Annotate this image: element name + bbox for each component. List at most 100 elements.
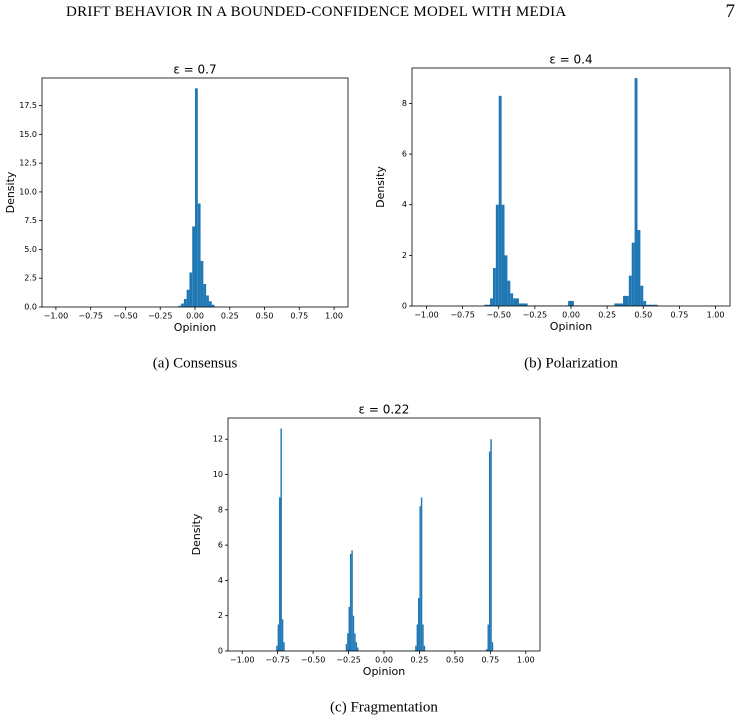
y-tick-label: 17.5 [19, 101, 37, 110]
histogram-bar [513, 298, 519, 306]
histogram-bar [203, 283, 207, 307]
y-tick-label: 10 [213, 470, 223, 479]
histogram-bar [423, 645, 426, 651]
histogram-bar [490, 298, 493, 306]
histogram-bar [186, 289, 190, 307]
histogram-bar [415, 645, 417, 651]
x-tick-label: 0.00 [375, 656, 393, 665]
histogram-bar [422, 624, 424, 651]
histogram-bar [279, 497, 281, 651]
x-axis-label: Opinion [363, 665, 405, 678]
y-axis-label: Density [190, 513, 203, 555]
histogram-bar [491, 642, 494, 651]
y-tick-label: 5.0 [24, 245, 37, 254]
histogram-bar [492, 268, 496, 306]
y-tick-label: 2 [218, 611, 223, 620]
y-tick-label: 15.0 [19, 130, 37, 139]
x-tick-label: 1.00 [707, 311, 725, 320]
histogram-bar [484, 304, 491, 306]
histogram-bar [348, 606, 350, 651]
x-tick-label: −0.50 [113, 312, 138, 321]
x-tick-label: −0.25 [336, 656, 361, 665]
histogram-bar [206, 295, 209, 307]
histogram-bar [634, 78, 638, 307]
histogram-bar [628, 275, 632, 306]
histogram-bar [280, 428, 282, 651]
histogram-bar [354, 633, 356, 651]
histogram-bar [568, 300, 574, 306]
chart-title: ε = 0.7 [173, 63, 216, 77]
x-tick-label: −0.50 [301, 656, 326, 665]
histogram-bar [487, 624, 489, 651]
y-tick-label: 7.5 [24, 216, 37, 225]
y-tick-label: 0.0 [24, 303, 37, 312]
plot-frame [411, 67, 731, 307]
histogram-bar [486, 649, 488, 651]
histogram-bar [357, 647, 359, 651]
histogram-bar [498, 95, 502, 306]
x-tick-label: 0.75 [290, 312, 308, 321]
x-tick-label: −1.00 [414, 311, 439, 320]
caption: (a) Consensus [153, 355, 238, 371]
histogram-bar [178, 305, 182, 307]
histogram-bar [192, 226, 195, 307]
x-tick-label: −0.75 [265, 656, 290, 665]
histogram-bar [501, 204, 505, 306]
x-tick-label: 1.00 [325, 312, 343, 321]
histogram-bar [200, 260, 204, 307]
plot-frame [227, 417, 541, 652]
x-tick-label: 0.75 [671, 311, 689, 320]
histogram-bar [640, 285, 644, 306]
x-tick-label: 0.75 [481, 656, 499, 665]
x-tick-label: 0.25 [411, 656, 429, 665]
histogram-bar [416, 624, 419, 651]
x-tick-label: 0.50 [256, 312, 274, 321]
y-tick-label: 12 [213, 435, 223, 444]
histogram-bar [518, 303, 528, 306]
x-tick-label: −0.50 [486, 311, 511, 320]
y-tick-label: 6 [402, 150, 407, 159]
x-tick-label: 0.50 [634, 311, 652, 320]
y-tick-label: 10.0 [19, 187, 37, 196]
x-axis-label: Opinion [174, 321, 216, 334]
chart-title: ε = 0.4 [549, 53, 592, 67]
histogram-bar [281, 619, 284, 651]
histogram-bar [345, 643, 348, 651]
histogram-bar [418, 598, 420, 651]
y-tick-label: 2 [402, 251, 407, 260]
histogram-bar [623, 295, 629, 306]
chart-title: ε = 0.22 [359, 403, 410, 417]
caption: (c) Fragmentation [330, 699, 438, 715]
histogram-bar [631, 242, 635, 306]
histogram-bar [349, 553, 352, 651]
histogram-bar [351, 550, 353, 651]
x-tick-label: 0.00 [186, 312, 204, 321]
page-number: 7 [725, 1, 736, 22]
histogram-bar [183, 298, 187, 307]
y-tick-label: 6 [218, 541, 223, 550]
histogram-bar [507, 280, 511, 306]
histogram-bar [614, 303, 624, 306]
x-tick-label: 1.00 [517, 656, 535, 665]
histogram-bar [646, 304, 658, 306]
y-axis-label: Density [4, 171, 17, 213]
histogram-bar [211, 304, 215, 307]
histogram-bar [208, 301, 212, 307]
histogram-bar [276, 645, 278, 651]
x-tick-label: 0.25 [221, 312, 239, 321]
histogram-bar [197, 203, 201, 307]
histogram-bar [510, 293, 514, 306]
x-tick-label: −0.25 [148, 312, 173, 321]
x-tick-label: −1.00 [230, 656, 255, 665]
y-tick-label: 2.5 [24, 274, 37, 283]
caption: (b) Polarization [524, 355, 618, 371]
histogram-bar [181, 303, 184, 307]
x-tick-label: −0.75 [78, 312, 103, 321]
histogram-bar [488, 451, 491, 651]
histogram-bar [189, 272, 193, 307]
histogram-bar [347, 633, 349, 651]
histogram-bar [283, 642, 285, 651]
y-tick-label: 8 [402, 99, 407, 108]
y-tick-label: 4 [402, 200, 407, 209]
